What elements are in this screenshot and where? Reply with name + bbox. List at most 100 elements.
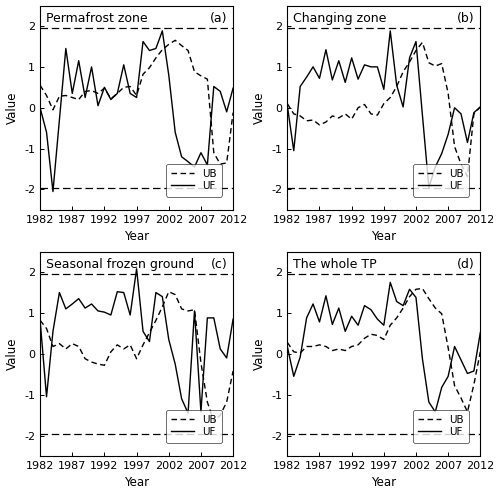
Text: (d): (d): [457, 258, 474, 271]
UB: [120, 346, 126, 352]
UF: [330, 77, 336, 83]
UF: [330, 321, 336, 327]
Line: UF: UF: [40, 269, 233, 413]
UB: [374, 333, 380, 339]
UB: [185, 48, 191, 53]
UB: [140, 342, 146, 348]
UF: [355, 322, 361, 328]
Line: UB: UB: [40, 292, 233, 421]
UF: [88, 64, 94, 70]
UB: [394, 84, 400, 90]
UF: [388, 28, 394, 34]
UB: [458, 395, 464, 401]
UB: [355, 342, 361, 348]
UB: [342, 111, 348, 117]
UB: [291, 111, 297, 117]
UB: [426, 296, 432, 301]
UB: [192, 69, 198, 75]
UB: [95, 91, 101, 97]
Text: The whole TP: The whole TP: [293, 258, 376, 271]
UB: [166, 42, 172, 48]
UF: [478, 104, 484, 110]
Line: UB: UB: [40, 40, 233, 164]
UB: [310, 344, 316, 349]
UB: [211, 418, 217, 424]
UB: [217, 412, 223, 418]
UB: [172, 37, 178, 43]
UF: [342, 328, 348, 334]
UB: [336, 115, 342, 121]
X-axis label: Year: Year: [124, 477, 149, 490]
UF: [400, 302, 406, 308]
UF: [445, 131, 451, 137]
UF: [198, 409, 204, 415]
UB: [388, 95, 394, 100]
UF: [178, 396, 184, 402]
UF: [368, 307, 374, 313]
UB: [342, 347, 348, 353]
UF: [420, 356, 426, 362]
UB: [37, 82, 43, 88]
Legend: UB, UF: UB, UF: [166, 163, 222, 197]
UB: [198, 73, 204, 79]
UF: [50, 328, 56, 334]
UF: [471, 368, 477, 374]
UF: [70, 301, 75, 307]
UB: [120, 84, 126, 90]
UF: [426, 399, 432, 405]
UB: [291, 349, 297, 355]
UB: [37, 317, 43, 323]
UB: [348, 116, 354, 122]
UB: [400, 305, 406, 311]
UB: [146, 330, 152, 336]
UF: [291, 148, 297, 153]
Text: (a): (a): [210, 12, 228, 25]
UF: [88, 301, 94, 307]
UF: [127, 312, 133, 318]
Legend: UB, UF: UB, UF: [166, 410, 222, 443]
UB: [388, 322, 394, 328]
UB: [146, 65, 152, 71]
UF: [172, 129, 178, 135]
UF: [336, 305, 342, 311]
UF: [224, 355, 230, 361]
UF: [323, 47, 329, 52]
UB: [323, 344, 329, 349]
Y-axis label: Value: Value: [253, 338, 266, 370]
UF: [297, 84, 303, 90]
UF: [146, 48, 152, 53]
Line: UF: UF: [40, 31, 233, 192]
UB: [336, 346, 342, 352]
UB: [438, 311, 444, 317]
UB: [70, 95, 75, 100]
UF: [160, 28, 166, 34]
UF: [438, 150, 444, 156]
UF: [160, 294, 166, 299]
UF: [185, 159, 191, 165]
UB: [381, 100, 387, 106]
UB: [323, 119, 329, 125]
UF: [198, 149, 204, 155]
UF: [178, 154, 184, 160]
UB: [478, 349, 484, 355]
UB: [50, 107, 56, 113]
UB: [316, 122, 322, 128]
UF: [284, 344, 290, 349]
UB: [432, 63, 438, 69]
UF: [127, 91, 133, 97]
Text: (c): (c): [210, 258, 228, 271]
UF: [70, 91, 75, 97]
UF: [432, 164, 438, 170]
UB: [114, 342, 120, 348]
UB: [192, 307, 198, 313]
UB: [224, 160, 230, 166]
UF: [140, 39, 146, 45]
UF: [114, 289, 120, 295]
UB: [445, 345, 451, 350]
Text: Permafrost zone: Permafrost zone: [46, 12, 148, 25]
UF: [310, 301, 316, 307]
UB: [297, 113, 303, 119]
UB: [160, 47, 166, 52]
UF: [63, 46, 69, 51]
UF: [120, 62, 126, 68]
